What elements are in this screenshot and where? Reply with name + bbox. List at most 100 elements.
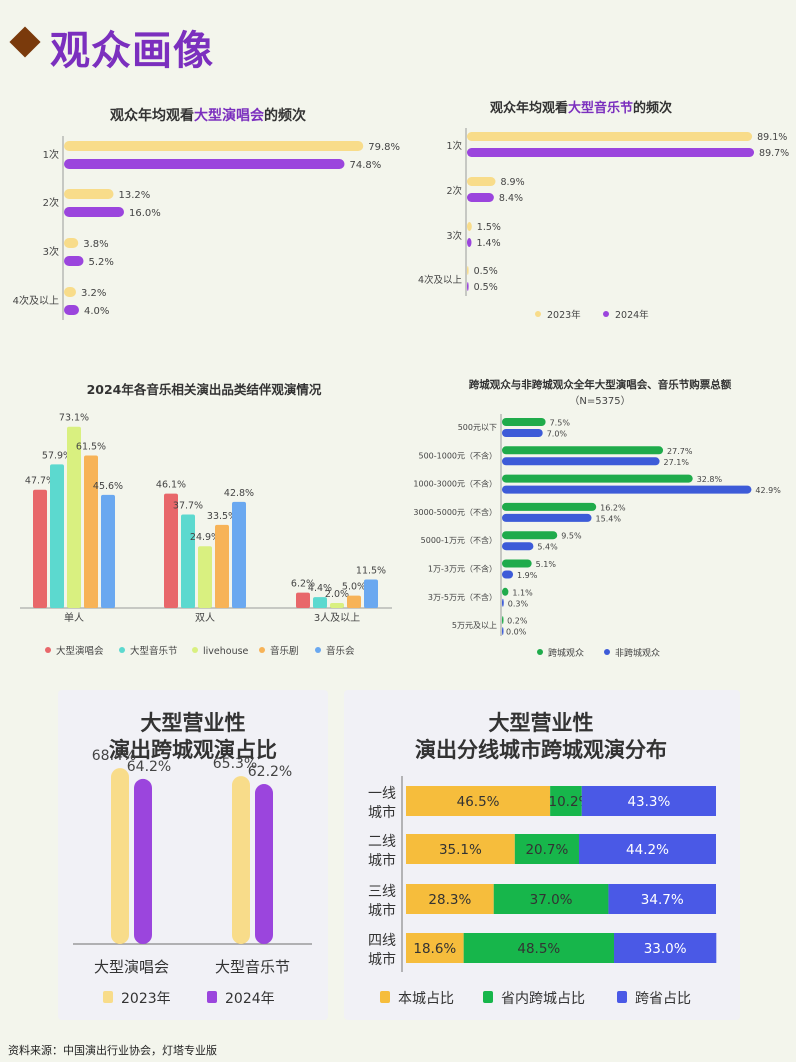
tier-bar-segment (514, 834, 579, 864)
ticket-spend-value-label: 0.0% (506, 628, 527, 637)
concert-freq-bar (64, 256, 84, 266)
companion-bar (164, 493, 178, 608)
tier-category-label: 四线 (368, 933, 396, 949)
concert-freq-value-label: 5.2% (89, 257, 114, 268)
ticket-spend-category-label: 500元以下 (458, 423, 497, 432)
ticket-spend-bar (502, 457, 660, 466)
tier-bar-segment (406, 786, 551, 816)
companion-legend-marker (45, 647, 51, 653)
concert-freq-bar (64, 159, 345, 169)
cross-city-bar (111, 768, 129, 944)
companion-legend-marker (315, 647, 321, 653)
festival-freq-value-label: 0.5% (474, 266, 498, 277)
companion-value-label: 6.2% (291, 579, 315, 590)
tier-value-label: 37.0% (530, 892, 573, 908)
companion-bar (364, 579, 378, 608)
source-note: 资料来源：中国演出行业协会，灯塔专业版 (8, 1044, 217, 1057)
companion-bar (84, 455, 98, 608)
ticket-spend-bar (502, 616, 504, 625)
festival-freq-category-label: 4次及以上 (418, 274, 463, 286)
ticket-spend-value-label: 16.2% (600, 503, 626, 512)
ticket-spend-subtitle: （N=5375） (569, 395, 630, 407)
ticket-spend-legend-marker (537, 649, 543, 655)
festival-freq-bar (467, 132, 753, 141)
cross-city-value-label: 65.3% (213, 756, 257, 772)
ticket-spend-value-label: 32.8% (697, 475, 723, 484)
festival-freq-bar (467, 266, 469, 275)
tier-value-label: 44.2% (626, 842, 669, 858)
ticket-spend-bar (502, 542, 534, 551)
ticket-spend-bar (502, 598, 504, 607)
festival-freq-value-label: 8.9% (500, 177, 524, 188)
concert-freq-bar (64, 207, 124, 217)
companion-value-label: 4.4% (308, 583, 332, 594)
ticket-spend-bar (502, 474, 693, 483)
ticket-spend-bar (502, 429, 543, 437)
cross-city-title: 演出跨城观演占比 (109, 738, 277, 762)
ticket-spend-bar (502, 531, 558, 540)
ticket-spend-bar (502, 446, 664, 455)
companion-bar (67, 426, 81, 608)
companion-bar (33, 489, 47, 608)
cross-city-legend-marker (103, 991, 113, 1003)
ticket-spend-bar (502, 485, 752, 494)
tier-bar-segment (406, 884, 494, 914)
tier-bar-segment (493, 884, 609, 914)
festival-freq-legend-label: 2023年 (547, 309, 581, 321)
companion-legend-label: 音乐剧 (270, 645, 299, 657)
companion-bar (232, 501, 246, 608)
tier-category-label: 二线 (368, 834, 396, 850)
festival-freq-value-label: 8.4% (499, 193, 523, 204)
concert-freq-value-label: 74.8% (350, 160, 382, 171)
tier-category-label: 城市 (368, 804, 396, 821)
festival-freq-category-label: 2次 (446, 185, 462, 197)
ticket-spend-legend-label: 非跨城观众 (615, 647, 660, 659)
festival-freq-bar (467, 238, 472, 247)
tier-legend-marker (483, 991, 493, 1003)
ticket-spend-category-label: 5000-1万元（不含） (421, 535, 497, 545)
tier-category-label: 城市 (368, 902, 396, 919)
tier-bar-segment (463, 933, 615, 963)
tier-legend-marker (617, 991, 627, 1003)
page-title: 观众画像 (50, 28, 214, 74)
ticket-spend-bar (502, 502, 597, 511)
tier-category-label: 三线 (368, 884, 396, 900)
concert-freq-category-label: 3次 (43, 245, 59, 258)
concert-freq-value-label: 16.0% (129, 208, 161, 219)
festival-freq-value-label: 89.1% (757, 132, 787, 143)
concert-freq-category-label: 2次 (43, 196, 59, 209)
ticket-spend-bar (502, 627, 504, 636)
tier-title: 大型营业性 (489, 711, 594, 735)
companion-value-label: 45.6% (93, 481, 123, 492)
companion-value-label: 11.5% (356, 565, 386, 576)
concert-freq-title: 观众年均观看大型演唱会的频次 (110, 107, 306, 124)
cross-city-value-label: 62.2% (248, 764, 292, 780)
tier-value-label: 35.1% (439, 842, 482, 858)
ticket-spend-bar (502, 587, 509, 596)
ticket-spend-category-label: 1万-3万元（不含） (428, 564, 497, 574)
tier-legend-label: 跨省占比 (635, 991, 691, 1007)
tier-value-label: 46.5% (457, 794, 500, 810)
ticket-spend-category-label: 3万-5万元（不含） (428, 592, 497, 602)
tier-legend-label: 本城占比 (398, 991, 454, 1007)
cross-city-legend-label: 2023年 (121, 991, 171, 1007)
ticket-spend-value-label: 15.4% (596, 514, 622, 523)
ticket-spend-value-label: 7.5% (550, 419, 571, 428)
tier-bar-segment (550, 786, 582, 816)
tier-category-label: 城市 (368, 852, 396, 869)
ticket-spend-title: 跨城观众与非跨城观众全年大型演唱会、音乐节购票总额 (469, 378, 732, 391)
tier-legend-label: 省内跨城占比 (501, 991, 585, 1007)
ticket-spend-value-label: 0.2% (507, 617, 528, 626)
companion-value-label: 61.5% (76, 441, 106, 452)
companion-bar (50, 464, 64, 608)
festival-freq-legend-marker (535, 311, 541, 317)
ticket-spend-value-label: 27.1% (664, 458, 690, 467)
cross-city-category-label: 大型音乐节 (215, 958, 290, 976)
companion-category-label: 单人 (64, 612, 84, 624)
cross-city-title: 大型营业性 (141, 711, 246, 735)
companion-bar (330, 603, 344, 608)
tier-bar-segment (608, 884, 716, 914)
tier-category-label: 城市 (368, 951, 396, 968)
tier-value-label: 20.7% (525, 842, 568, 858)
